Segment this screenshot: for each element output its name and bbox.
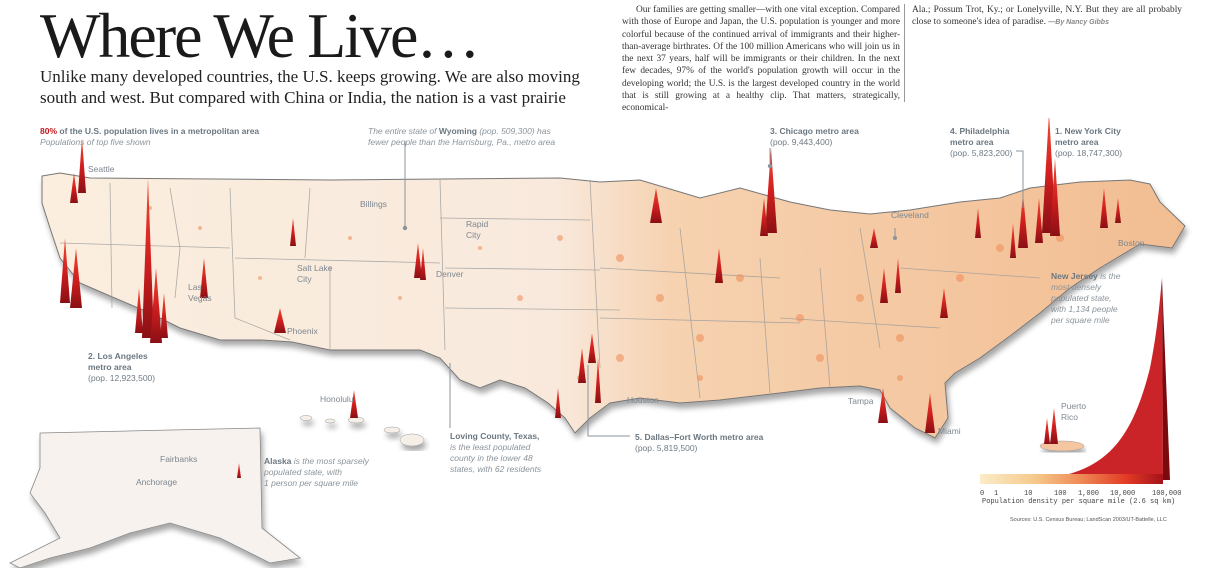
philadelphia-title: 4. Philadelphia <box>950 126 1010 136</box>
chicago-annotation: 3. Chicago metro area (pop. 9,443,400) <box>770 126 859 148</box>
metro-subtext: Populations of top five shown <box>40 137 151 147</box>
tick-100: 100 <box>1054 490 1067 498</box>
city-label-phoenix: Phoenix <box>287 326 318 336</box>
article-text: Ala.; Possum Trot, Ky.; or Lonelyville, … <box>912 5 1182 28</box>
city-label-billings: Billings <box>360 199 387 209</box>
tick-10: 10 <box>1024 490 1033 498</box>
los-angeles-annotation: 2. Los Angeles metro area (pop. 12,923,5… <box>88 351 155 384</box>
dallas-title: 5. Dallas–Fort Worth metro area <box>635 432 764 442</box>
pr-line-2: Rico <box>1061 412 1079 422</box>
city-label-tampa: Tampa <box>848 396 874 406</box>
alaska-line-3: 1 person per square mile <box>264 478 359 488</box>
nyc-pop: (pop. 18,747,300) <box>1055 148 1123 158</box>
us-map-graphic <box>9 118 1186 568</box>
tick-100000: 100,000 <box>1152 490 1182 498</box>
article-column-1: Our families are getting smaller—with on… <box>622 5 900 114</box>
wyoming-annotation: The entire state of Wyoming (pop. 509,30… <box>368 126 568 148</box>
city-label-seattle: Seattle <box>88 164 115 174</box>
slc-line-2: City <box>297 274 312 284</box>
nj-line-1: is the <box>1097 271 1121 281</box>
city-label-houston: Houston <box>627 395 659 405</box>
nj-title: New Jersey <box>1051 271 1098 281</box>
city-label-anchorage: Anchorage <box>136 477 178 487</box>
city-label-miami: Miami <box>938 426 961 436</box>
tick-1: 1 <box>994 490 999 498</box>
rapid-line-1: Rapid <box>466 219 489 229</box>
nj-line-2: most densely <box>1051 282 1102 292</box>
article-column-2: Ala.; Possum Trot, Ky.; or Lonelyville, … <box>912 4 1182 30</box>
city-label-honolulu: Honolulu <box>320 394 354 404</box>
metro-annotation: 80% of the U.S. population lives in a me… <box>40 126 259 148</box>
lv-line-2: Vegas <box>188 293 212 303</box>
loving-title: Loving County, Texas, <box>450 431 540 441</box>
nyc-annotation: 1. New York City metro area (pop. 18,747… <box>1055 126 1122 159</box>
wyoming-bold: Wyoming <box>438 126 477 136</box>
sources-credit: Sources: U.S. Census Bureau; LandScan 20… <box>1010 517 1167 523</box>
city-label-boston: Boston <box>1118 238 1145 248</box>
city-label-fairbanks: Fairbanks <box>160 454 198 464</box>
lv-line-1: Las <box>188 282 202 292</box>
city-label-denver: Denver <box>436 269 464 279</box>
alaska-title: Alaska <box>264 456 292 466</box>
nj-line-5: per square mile <box>1051 315 1110 325</box>
wyoming-post: (pop. 509,300) has fewer people than the… <box>368 126 556 147</box>
metro-text: of the U.S. population lives in a metrop… <box>57 126 260 136</box>
population-density-map: 80% of the U.S. population lives in a me… <box>0 118 1208 568</box>
subtitle: Unlike many developed countries, the U.S… <box>40 67 580 107</box>
chicago-title: 3. Chicago metro area <box>770 126 859 136</box>
tick-10000: 10,000 <box>1110 490 1136 498</box>
loving-county-annotation: Loving County, Texas, is the least popul… <box>450 431 541 475</box>
tick-1000: 1,000 <box>1078 490 1100 498</box>
city-label-rapid-city: Rapid City <box>466 219 488 241</box>
loving-line-3: states, with 62 residents <box>450 464 542 474</box>
rapid-line-2: City <box>466 230 481 240</box>
la-title-2: metro area <box>88 362 132 372</box>
city-label-cleveland: Cleveland <box>891 210 929 220</box>
dallas-annotation: 5. Dallas–Fort Worth metro area (pop. 5,… <box>635 432 763 454</box>
slc-line-1: Salt Lake <box>297 263 333 273</box>
column-divider <box>904 4 905 102</box>
page-title: Where We Live… <box>40 0 480 71</box>
loving-line-2: county in the lower 48 <box>450 453 533 463</box>
tick-0: 0 <box>980 490 985 498</box>
nj-line-3: populated state, <box>1051 293 1112 303</box>
alaska-annotation: Alaska is the most sparsely populated st… <box>264 456 369 489</box>
legend-color-bar <box>980 474 1163 484</box>
philadelphia-annotation: 4. Philadelphia metro area (pop. 5,823,2… <box>950 126 1012 159</box>
la-title: 2. Los Angeles <box>88 351 148 361</box>
alaska-line-1: is the most sparsely <box>291 456 369 466</box>
chicago-pop: (pop. 9,443,400) <box>770 137 833 147</box>
dallas-pop: (pop. 5,819,500) <box>635 443 698 453</box>
philadelphia-title-2: metro area <box>950 137 994 147</box>
la-pop: (pop. 12,923,500) <box>88 373 156 383</box>
city-label-puerto-rico: Puerto Rico <box>1061 401 1086 423</box>
city-label-salt-lake: Salt Lake City <box>297 263 332 285</box>
nyc-title: 1. New York City <box>1055 126 1121 136</box>
wyoming-pre: The entire state of <box>368 126 439 136</box>
loving-line-1: is the least populated <box>450 442 531 452</box>
new-jersey-annotation: New Jersey is the most densely populated… <box>1051 271 1120 326</box>
philadelphia-pop: (pop. 5,823,200) <box>950 148 1013 158</box>
pr-line-1: Puerto <box>1061 401 1087 411</box>
nj-line-4: with 1,134 people <box>1051 304 1118 314</box>
city-label-las-vegas: Las Vegas <box>188 282 212 304</box>
nyc-title-2: metro area <box>1055 137 1099 147</box>
byline: —By Nancy Gibbs <box>1048 19 1109 27</box>
metro-percent: 80% <box>40 126 58 136</box>
alaska-line-2: populated state, with <box>264 467 342 477</box>
legend-title: Population density per square mile (2.6 … <box>982 498 1176 506</box>
